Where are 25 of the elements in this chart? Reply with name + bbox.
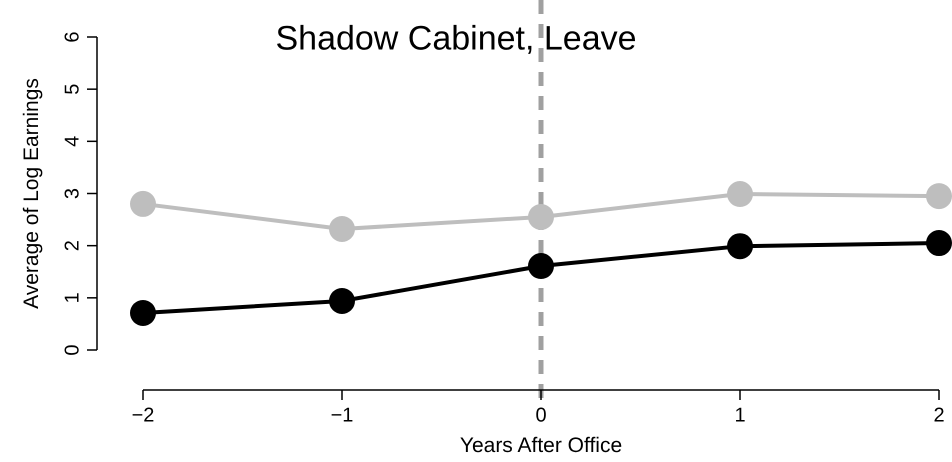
point — [329, 288, 355, 314]
y-tick-label: 6 — [62, 31, 84, 43]
chart-title: Shadow Cabinet, Leave — [275, 19, 637, 58]
point — [528, 253, 554, 280]
y-tick-label: 0 — [62, 344, 84, 356]
point — [926, 183, 952, 210]
point — [727, 233, 753, 260]
x-tick-label: −1 — [330, 404, 354, 427]
y-tick-label: 5 — [62, 84, 84, 95]
point — [727, 181, 753, 208]
point — [329, 216, 355, 242]
point — [130, 300, 156, 326]
y-tick-label: 3 — [62, 188, 84, 200]
y-tick-label: 4 — [62, 136, 84, 147]
y-axis-title: Average of Log Earnings — [20, 78, 43, 309]
point — [528, 204, 554, 230]
x-tick-label: 0 — [535, 404, 547, 427]
point — [926, 230, 952, 256]
y-tick-label: 1 — [62, 292, 84, 304]
x-tick-label: 1 — [734, 404, 746, 427]
x-tick-label: 2 — [933, 404, 945, 427]
x-tick-label: −2 — [132, 404, 154, 427]
point — [130, 190, 156, 217]
y-tick-label: 2 — [62, 240, 84, 252]
x-axis-title: Years After Office — [460, 434, 622, 457]
